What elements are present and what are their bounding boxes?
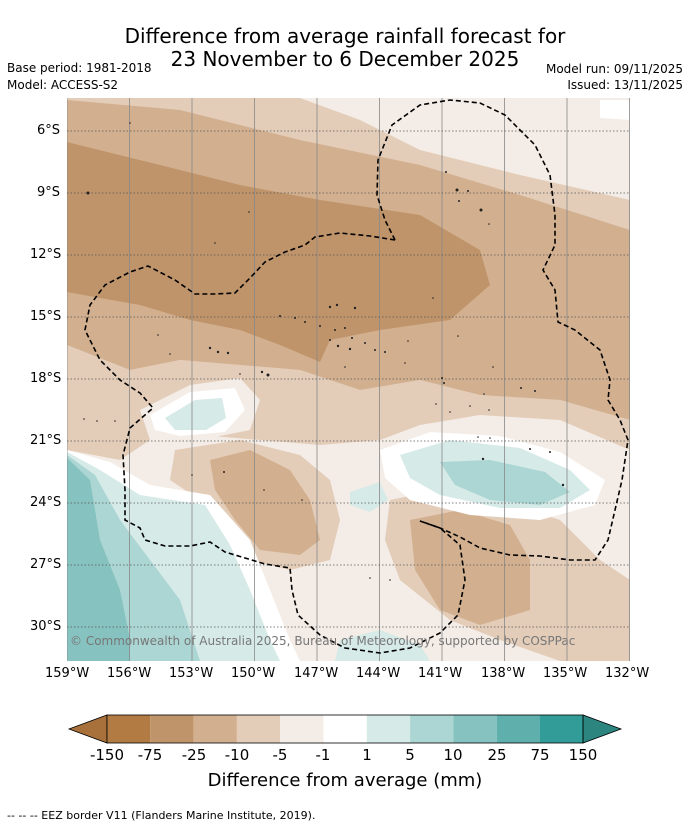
colorbar-label: -75 <box>137 746 163 764</box>
lon-label-141w: 141°W <box>418 666 463 681</box>
anomaly-band-25-75 <box>67 142 490 362</box>
lon-label-147w: 147°W <box>294 666 339 681</box>
lat-label-12s: 12°S <box>30 247 62 262</box>
model-run-label: Model run: 09/11/2025 <box>545 62 683 76</box>
colorbar-label: 5 <box>405 746 415 764</box>
colorbar-label: -10 <box>224 746 250 764</box>
base-period-label: Base period: 1981-2018 <box>7 61 152 75</box>
lat-label-9s: 9°S <box>37 185 61 200</box>
colorbar-cell-5 <box>280 715 324 743</box>
anomaly-neutral-top-right <box>600 100 630 120</box>
colorbar-label: 1 <box>362 746 372 764</box>
anomaly-wet-west-middle <box>165 398 226 430</box>
colorbar-label: 150 <box>568 746 598 764</box>
island-markers <box>83 122 565 581</box>
colorbar-cell-9 <box>453 715 497 743</box>
map-fill-layers <box>67 98 630 661</box>
colorbar <box>67 714 623 744</box>
anomaly-wet-small-central <box>350 482 388 512</box>
colorbar-cell-8 <box>410 715 454 743</box>
copyright-notice: © Commonwealth of Australia 2025, Bureau… <box>70 634 576 648</box>
colorbar-label: -25 <box>181 746 207 764</box>
colorbar-frame <box>106 714 584 744</box>
colorbar-label: -150 <box>89 746 125 764</box>
colorbar-label: 75 <box>530 746 550 764</box>
lon-label-144w: 144°W <box>356 666 401 681</box>
colorbar-low-arrow <box>67 714 108 744</box>
parallel-lines <box>67 130 630 628</box>
lat-label-15s: 15°S <box>30 309 62 324</box>
colorbar-label: 10 <box>443 746 463 764</box>
lat-label-27s: 27°S <box>30 557 62 572</box>
lon-label-132w: 132°W <box>605 666 650 681</box>
colorbar-cell-10 <box>496 715 540 743</box>
lon-label-159w: 159°W <box>45 666 90 681</box>
anomaly-wet-south-edge <box>335 630 430 661</box>
colorbar-cell-11 <box>540 715 583 743</box>
issued-label: Issued: 13/11/2025 <box>567 78 683 92</box>
lat-label-18s: 18°S <box>30 371 62 386</box>
lon-label-138w: 138°W <box>481 666 526 681</box>
anomaly-dry-core-south-central <box>210 450 320 555</box>
lon-label-156w: 156°W <box>107 666 152 681</box>
colorbar-label: -1 <box>315 746 331 764</box>
lat-label-24s: 24°S <box>30 495 62 510</box>
chart-title-line-1: Difference from average rainfall forecas… <box>124 24 566 48</box>
chart-title-line-2: 23 November to 6 December 2025 <box>170 47 520 71</box>
colorbar-cell-6 <box>323 715 367 743</box>
lon-label-153w: 153°W <box>169 666 214 681</box>
colorbar-cell-1 <box>107 715 151 743</box>
colorbar-cell-7 <box>366 715 411 743</box>
eez-border <box>84 99 629 654</box>
lat-label-21s: 21°S <box>30 433 62 448</box>
colorbar-title: Difference from average (mm) <box>207 770 483 791</box>
anomaly-light-top-right <box>300 98 630 200</box>
meridian-lines <box>67 98 630 661</box>
model-label: Model: ACCESS-S2 <box>7 78 119 92</box>
lat-label-30s: 30°S <box>30 619 62 634</box>
colorbar-cell-4 <box>236 715 281 743</box>
colorbar-label: -5 <box>272 746 288 764</box>
lat-label-6s: 6°S <box>37 123 61 138</box>
colorbar-cell-3 <box>193 715 237 743</box>
lon-label-135w: 135°W <box>543 666 588 681</box>
anomaly-dry-core-southeast <box>410 510 530 625</box>
colorbar-cell-2 <box>150 715 194 743</box>
anomaly-dry-patch-far-southeast <box>595 610 630 661</box>
eez-legend-note: -- -- -- EEZ border V11 (Flanders Marine… <box>7 809 316 822</box>
colorbar-label: 25 <box>487 746 507 764</box>
colorbar-high-arrow <box>582 714 623 744</box>
lon-label-150w: 150°W <box>231 666 276 681</box>
anomaly-wet-southwest-core <box>67 458 130 661</box>
